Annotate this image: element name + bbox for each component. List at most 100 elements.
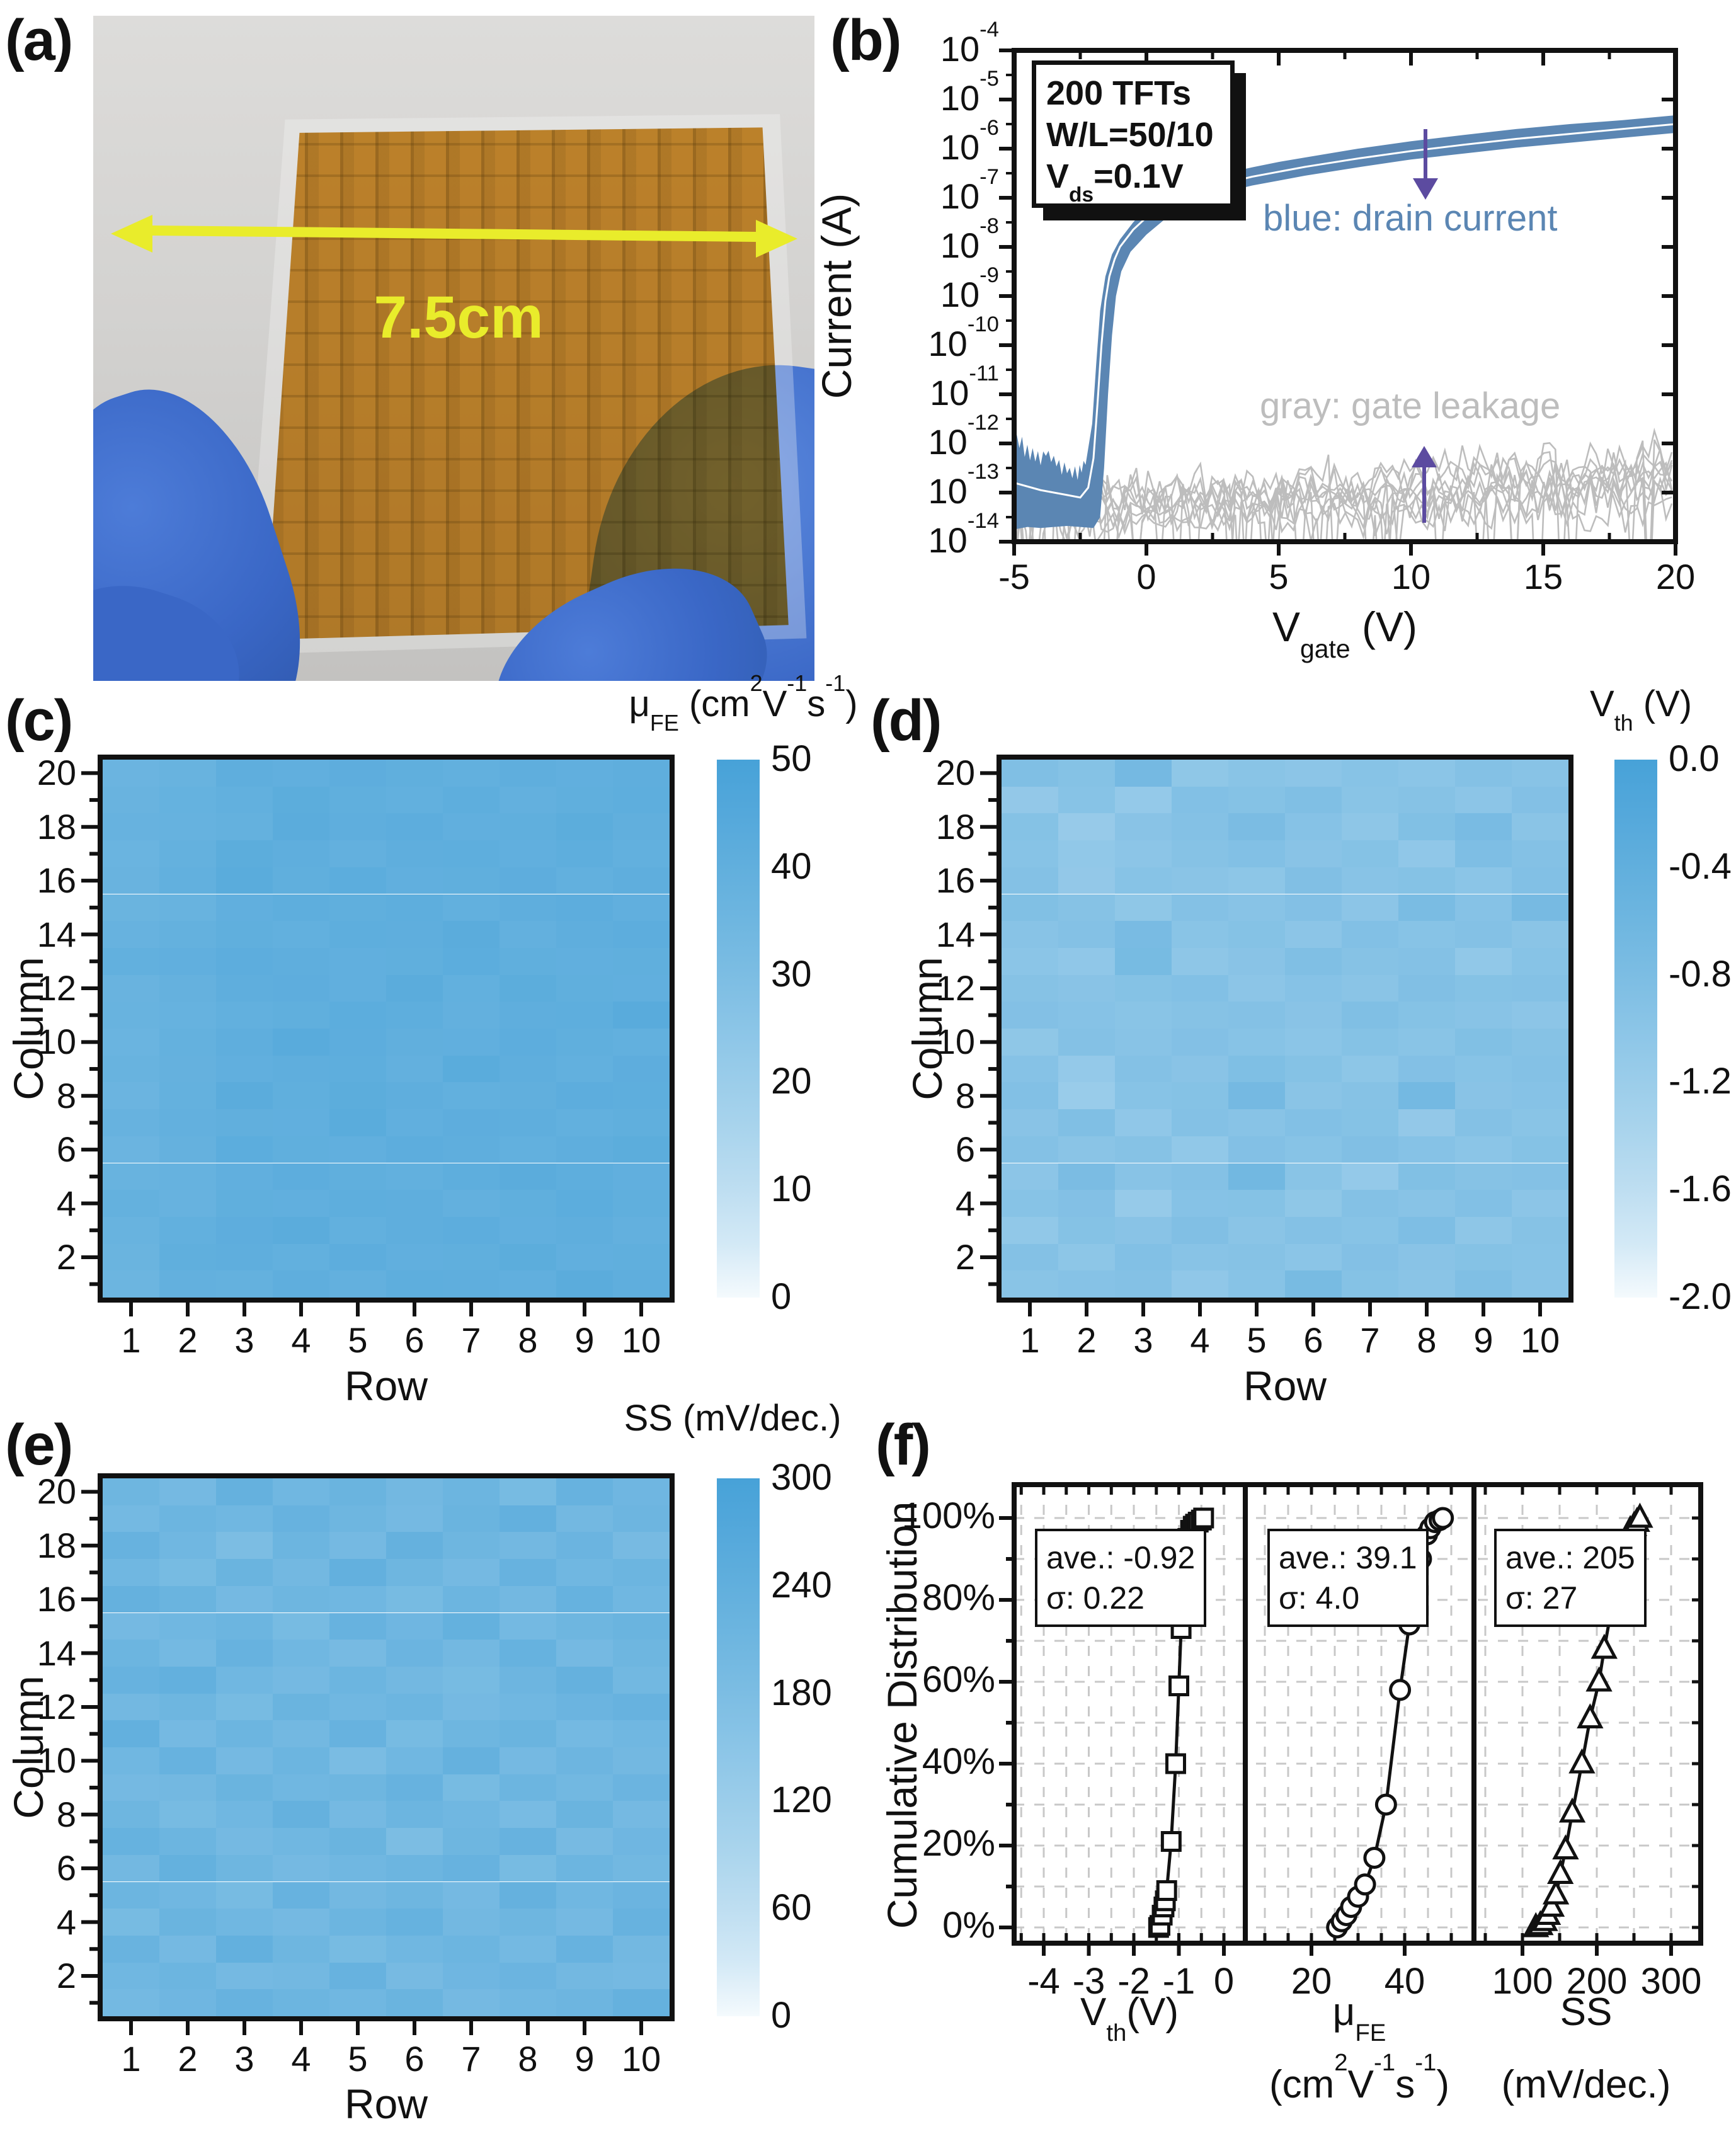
d-heatmap-cell [1115, 1055, 1172, 1083]
d-x-tick-label: 9 [1473, 1320, 1493, 1360]
c-heatmap-cell [613, 1082, 670, 1110]
c-heatmap-cell [500, 813, 556, 841]
d-heatmap-cell [1512, 1002, 1568, 1029]
d-heatmap-cell [1512, 760, 1568, 787]
c-heatmap-cell [273, 760, 329, 787]
e-heatmap-cell [556, 1801, 613, 1829]
e-heatmap-cell [273, 1854, 329, 1882]
c-heatmap-cell [159, 1082, 216, 1110]
f-x-tick-label: 300 [1640, 1961, 1702, 2002]
c-heatmap-cell [500, 1270, 556, 1298]
d-heatmap-cell [1455, 1109, 1512, 1136]
d-heatmap-cell [1512, 974, 1568, 1002]
e-heatmap-cell [500, 1801, 556, 1829]
d-heatmap-cell [1228, 1163, 1285, 1190]
d-heatmap-cell [1002, 786, 1058, 814]
d-x-tick-label: 5 [1247, 1320, 1267, 1360]
d-x-axis-title: Row [1243, 1362, 1327, 1409]
e-heatmap-cell [103, 1612, 159, 1640]
c-colorbar [717, 760, 760, 1298]
d-heatmap-cell [1285, 840, 1342, 867]
d-heatmap-cell [1285, 1216, 1342, 1244]
e-colorbar-title: SS (mV/dec.) [624, 1398, 842, 1439]
e-heatmap-cell [103, 1828, 159, 1855]
c-heatmap-cell [103, 1136, 159, 1163]
c-heatmap-cell [103, 1243, 159, 1271]
e-heatmap-cell [443, 1478, 500, 1505]
c-heatmap-cell [443, 1055, 500, 1083]
e-heatmap-cell [443, 1935, 500, 1963]
d-heatmap-cell [1342, 1002, 1398, 1029]
c-heatmap-cell [386, 1029, 443, 1056]
d-heatmap-cell [1398, 1136, 1455, 1163]
d-heatmap-cell [1002, 813, 1058, 841]
d-x-tick-label: 8 [1417, 1320, 1437, 1360]
d-heatmap-cell [1455, 1243, 1512, 1271]
e-heatmap-cell [556, 1935, 613, 1963]
f-y-tick-label: 60% [922, 1659, 995, 1700]
c-heatmap-cell [273, 974, 329, 1002]
d-heatmap-cell [1285, 1082, 1342, 1110]
c-heatmap-cell [159, 894, 216, 922]
c-heatmap-cell [273, 894, 329, 922]
d-heatmap-cell [1398, 1163, 1455, 1190]
d-heatmap-cell [1115, 974, 1172, 1002]
b-info-line-2: W/L=50/10 [1046, 116, 1214, 154]
c-heatmap-cell [443, 974, 500, 1002]
c-heatmap-cell [613, 947, 670, 975]
d-heatmap-cell [1342, 1055, 1398, 1083]
d-y-tick-label: 6 [955, 1129, 975, 1170]
d-heatmap-cell [1512, 1109, 1568, 1136]
c-heatmap-cell [216, 947, 273, 975]
e-heatmap-cell [159, 1747, 216, 1774]
c-heatmap-cell [216, 760, 273, 787]
d-heatmap-cell [1455, 813, 1512, 841]
b-y-tick-label: 10-10 [928, 312, 999, 363]
e-heatmap-cell [500, 1747, 556, 1774]
d-heatmap-cell [1455, 1270, 1512, 1298]
c-heatmap-cell [443, 1243, 500, 1271]
c-heatmap-cell [500, 867, 556, 894]
c-heatmap-cell [443, 840, 500, 867]
c-heatmap-cell [500, 1082, 556, 1110]
d-heatmap-cell [1398, 867, 1455, 894]
e-heatmap-cell [216, 1612, 273, 1640]
e-heatmap-cell [386, 1854, 443, 1882]
c-heatmap-cell [500, 947, 556, 975]
c-heatmap-cell [556, 1109, 613, 1136]
c-y-tick-label: 16 [37, 860, 76, 901]
e-heatmap-cell [500, 1962, 556, 1990]
c-x-tick-label: 7 [461, 1320, 481, 1360]
e-heatmap-cell [613, 1881, 670, 1909]
c-heatmap-cell [386, 760, 443, 787]
d-heatmap-cell [1002, 974, 1058, 1002]
c-heatmap-cell [216, 1216, 273, 1244]
d-heatmap-cell [1115, 1082, 1172, 1110]
e-heatmap-cell [329, 1854, 386, 1882]
panel-f-label: (f) [876, 1413, 931, 1477]
e-heatmap-cell [556, 1774, 613, 1801]
d-heatmap-cell [1512, 1163, 1568, 1190]
d-heatmap-cell [1285, 894, 1342, 922]
e-heatmap-cell [216, 1962, 273, 1990]
e-x-tick-label: 10 [621, 2039, 661, 2079]
e-heatmap-cell [386, 1774, 443, 1801]
panel-c-label: (c) [5, 688, 73, 753]
d-heatmap-cell [1172, 1029, 1228, 1056]
c-heatmap-cell [443, 1029, 500, 1056]
c-colorbar-tick-label: 30 [771, 953, 812, 995]
d-heatmap-cell [1115, 947, 1172, 975]
d-heatmap-cell [1398, 1270, 1455, 1298]
d-heatmap-cell [1172, 760, 1228, 787]
c-heatmap-cell [443, 1082, 500, 1110]
e-heatmap-cell [556, 1612, 613, 1640]
e-heatmap-cell [443, 1881, 500, 1909]
c-heatmap-cell [273, 813, 329, 841]
d-y-tick-label: 10 [935, 1022, 975, 1062]
c-heatmap-cell [556, 1163, 613, 1190]
scale-label: 7.5cm [374, 284, 544, 351]
c-heatmap-cell [103, 921, 159, 948]
e-heatmap-cell [159, 1774, 216, 1801]
e-y-tick-label: 14 [37, 1633, 76, 1673]
e-heatmap-cell [103, 1505, 159, 1532]
